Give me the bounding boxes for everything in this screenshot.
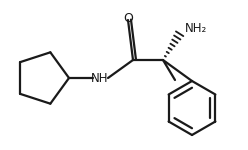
Text: O: O bbox=[123, 12, 133, 24]
Text: NH₂: NH₂ bbox=[185, 21, 207, 34]
Text: NH: NH bbox=[91, 72, 109, 84]
